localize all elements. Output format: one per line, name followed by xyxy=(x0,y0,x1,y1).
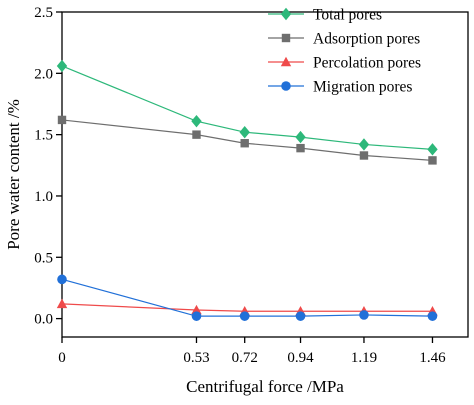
legend-item-total-pores: Total pores xyxy=(268,7,382,24)
data-point-migration-pores xyxy=(359,310,369,320)
data-point-adsorption-pores xyxy=(296,143,305,153)
data-point-adsorption-pores xyxy=(359,151,369,160)
legend-label: Migration pores xyxy=(313,79,412,96)
legend-marker xyxy=(280,56,292,67)
data-point-total-pores xyxy=(239,125,250,139)
data-point-adsorption-pores xyxy=(240,139,249,148)
data-point-migration-pores xyxy=(239,311,250,321)
data-point-adsorption-pores xyxy=(428,156,437,165)
y-tick-label: 1.0 xyxy=(34,189,53,205)
data-point-total-pores xyxy=(191,114,202,128)
legend: Total pores Adsorption pores Percolation p… xyxy=(268,7,421,96)
x-tick-label: 0.53 xyxy=(183,350,209,366)
data-point-migration-pores xyxy=(427,311,438,321)
x-tick-label: 0.72 xyxy=(232,350,258,366)
x-tick-label: 0.94 xyxy=(287,350,314,366)
data-point-percolation-pores xyxy=(191,304,202,315)
y-tick-label: 2.0 xyxy=(34,66,53,82)
legend-marker xyxy=(280,7,292,21)
y-tick-label: 1.5 xyxy=(34,128,53,144)
series-layer xyxy=(56,59,438,321)
y-tick-label: 2.5 xyxy=(34,5,53,21)
plot-border xyxy=(61,11,469,338)
plot-frame xyxy=(61,11,469,338)
series-line-migration-pores xyxy=(61,278,433,317)
legend-label: Adsorption pores xyxy=(313,31,420,48)
data-point-total-pores xyxy=(56,59,68,73)
y-tick-label: 0.5 xyxy=(34,250,53,266)
data-point-total-pores xyxy=(358,138,370,151)
data-point-percolation-pores xyxy=(56,298,68,309)
y-tick-label: 0.0 xyxy=(34,312,53,328)
data-point-total-pores xyxy=(295,130,306,144)
series-line-total-pores xyxy=(61,65,433,150)
series-line-adsorption-pores xyxy=(61,119,433,161)
series-total-pores xyxy=(56,59,438,156)
x-tick-label: 1.46 xyxy=(419,350,446,366)
y-axis-title: Pore water content /% xyxy=(4,99,23,250)
y-axis: 0.0 0.5 1.0 1.5 2.0 2.5 xyxy=(34,5,62,328)
series-migration-pores xyxy=(57,274,438,321)
data-point-adsorption-pores xyxy=(192,130,201,139)
series-line-percolation-pores xyxy=(61,303,433,312)
x-axis: 0 0.53 0.72 0.94 1.19 1.46 xyxy=(58,337,446,366)
legend-label: Total pores xyxy=(313,7,382,24)
x-axis-title: Centrifugal force /MPa xyxy=(186,377,344,396)
legend-label: Percolation pores xyxy=(313,55,421,72)
data-point-migration-pores xyxy=(57,274,67,285)
x-tick-label: 0 xyxy=(58,350,66,366)
legend-item-adsorption-pores: Adsorption pores xyxy=(268,31,420,48)
data-point-migration-pores xyxy=(295,311,306,321)
data-point-total-pores xyxy=(427,143,438,156)
legend-item-percolation-pores: Percolation pores xyxy=(268,55,421,72)
data-point-migration-pores xyxy=(191,311,202,321)
legend-marker xyxy=(281,81,291,91)
x-tick-label: 1.19 xyxy=(351,350,377,366)
legend-item-migration-pores: Migration pores xyxy=(268,79,412,96)
series-adsorption-pores xyxy=(57,115,437,165)
data-point-adsorption-pores xyxy=(57,115,67,125)
legend-marker xyxy=(281,33,291,43)
